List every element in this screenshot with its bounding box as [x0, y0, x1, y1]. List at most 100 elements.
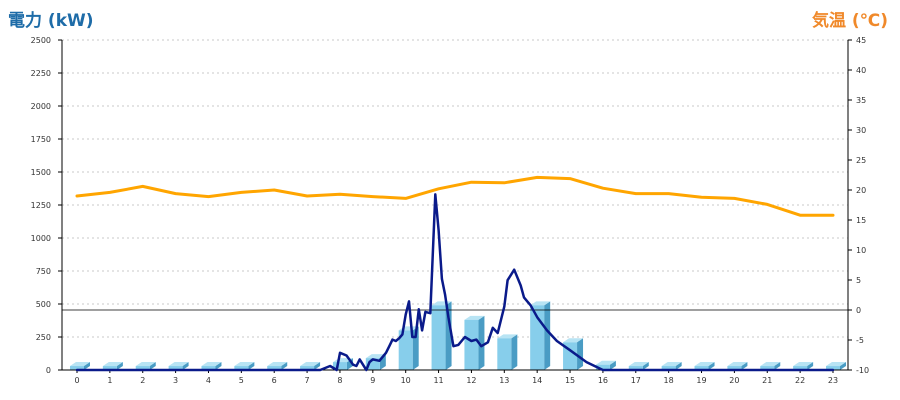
x-tick-label: 7: [305, 376, 310, 385]
x-tick-label: 1: [107, 376, 112, 385]
bar-top: [70, 362, 90, 367]
bar-front: [661, 366, 676, 370]
left-tick-label: 750: [36, 267, 51, 276]
x-tick-label: 13: [499, 376, 509, 385]
bar-side: [774, 362, 781, 370]
x-tick-label: 17: [631, 376, 641, 385]
x-tick-label: 11: [433, 376, 443, 385]
bar: [267, 362, 288, 370]
left-tick-label: 1750: [31, 135, 51, 144]
bar-front: [595, 364, 610, 370]
bar-top: [168, 362, 189, 367]
bar-side: [84, 362, 90, 370]
bar: [793, 362, 814, 370]
bar: [727, 362, 748, 370]
bar-front: [398, 330, 413, 370]
bar-side: [281, 362, 288, 370]
bar-front: [70, 366, 84, 370]
bar-side: [708, 362, 715, 370]
bar-top: [727, 362, 748, 367]
bar-side: [840, 362, 846, 370]
bar-front: [760, 366, 775, 370]
x-tick-label: 18: [664, 376, 674, 385]
bar-side: [445, 301, 452, 370]
x-tick-label: 0: [74, 376, 79, 385]
left-tick-label: 1000: [31, 234, 51, 243]
bar-top: [102, 362, 123, 367]
bar-top: [300, 362, 321, 367]
bar: [135, 362, 156, 370]
left-tick-label: 1500: [31, 168, 51, 177]
right-tick-label: 10: [856, 246, 866, 255]
bar-side: [511, 334, 518, 370]
bar: [168, 362, 189, 370]
bar-side: [116, 362, 123, 370]
bar-front: [365, 358, 380, 370]
right-tick-label: -10: [856, 366, 869, 375]
left-tick-label: 0: [46, 366, 51, 375]
x-tick-label: 12: [466, 376, 476, 385]
right-tick-label: 15: [856, 216, 866, 225]
right-tick-label: 40: [856, 66, 866, 75]
x-tick-label: 5: [239, 376, 244, 385]
bar: [300, 362, 321, 370]
bar: [70, 362, 90, 370]
bar: [595, 360, 616, 370]
bar-side: [642, 362, 649, 370]
right-tick-label: 5: [856, 276, 861, 285]
power-line: [75, 193, 835, 372]
bar-front: [826, 366, 840, 370]
bar-side: [182, 362, 189, 370]
left-tick-label: 250: [36, 333, 51, 342]
bar-front: [464, 319, 479, 370]
bar-top: [595, 360, 616, 365]
bar-side: [215, 362, 222, 370]
left-tick-label: 2000: [31, 102, 51, 111]
x-tick-label: 9: [370, 376, 375, 385]
right-tick-label: 30: [856, 126, 866, 135]
bar-top: [497, 334, 518, 339]
bar-front: [102, 366, 117, 370]
bar-side: [807, 362, 814, 370]
right-tick-label: 25: [856, 156, 866, 165]
x-tick-label: 4: [206, 376, 211, 385]
bar-front: [201, 366, 216, 370]
bar-front: [694, 366, 709, 370]
bar-side: [149, 362, 156, 370]
bar: [661, 362, 682, 370]
x-tick-label: 15: [565, 376, 575, 385]
bar: [760, 362, 781, 370]
bar: [464, 315, 485, 370]
bar-side: [248, 362, 255, 370]
bar-front: [267, 366, 282, 370]
bar: [563, 338, 584, 370]
left-axis-title: 電力 (kW): [8, 11, 94, 31]
bar: [201, 362, 222, 370]
right-tick-label: 0: [856, 306, 861, 315]
x-tick-label: 22: [795, 376, 805, 385]
bar: [826, 362, 846, 370]
left-tick-label: 2500: [31, 36, 51, 45]
bar-side: [675, 362, 682, 370]
bar-front: [431, 305, 446, 370]
bar-side: [544, 301, 551, 370]
right-tick-label: 45: [856, 36, 866, 45]
right-tick-label: 20: [856, 186, 866, 195]
bar-side: [314, 362, 321, 370]
bar-front: [135, 366, 150, 370]
x-tick-label: 21: [762, 376, 772, 385]
temperature-line: [75, 175, 835, 217]
x-tick-label: 10: [401, 376, 411, 385]
x-tick-label: 23: [828, 376, 838, 385]
bar-top: [694, 362, 715, 367]
bar-top: [201, 362, 222, 367]
bar: [234, 362, 255, 370]
bar-front: [727, 366, 742, 370]
right-tick-label: -5: [856, 336, 864, 345]
bar-side: [741, 362, 748, 370]
bar-side: [478, 315, 485, 370]
left-tick-label: 500: [36, 300, 51, 309]
x-tick-label: 2: [140, 376, 145, 385]
x-tick-label: 3: [173, 376, 178, 385]
